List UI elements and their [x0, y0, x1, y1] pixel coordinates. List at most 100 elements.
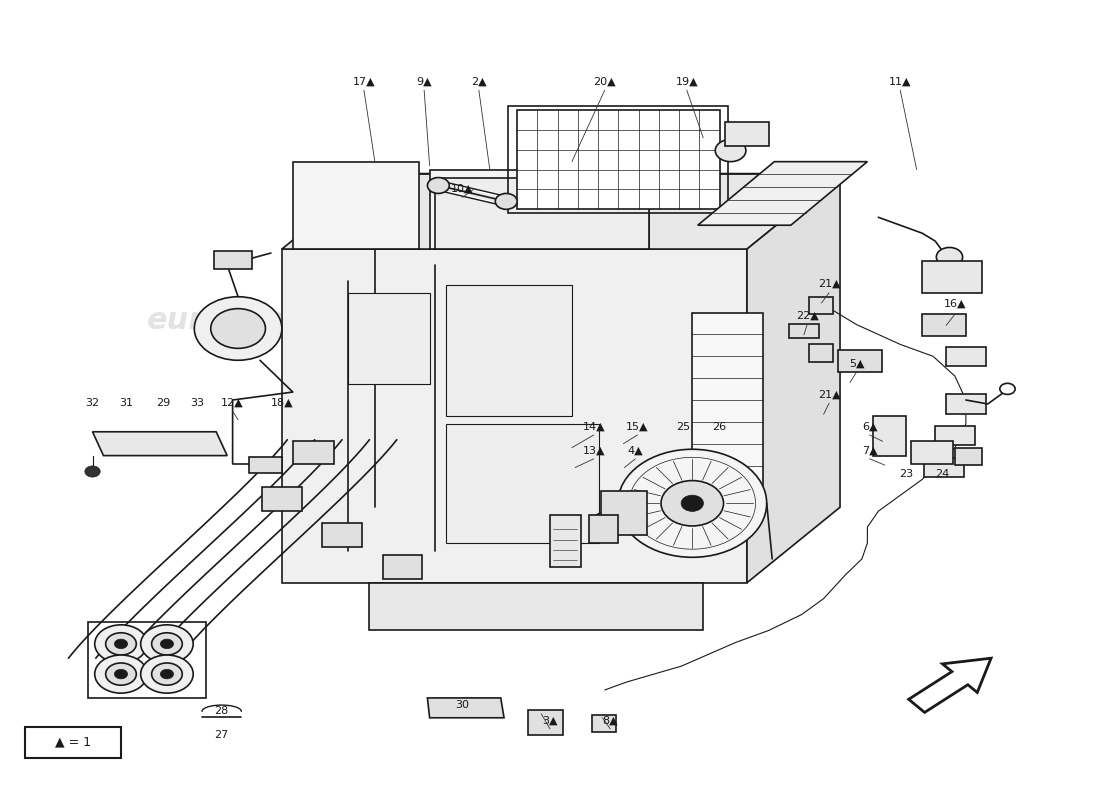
Bar [935, 426, 975, 446]
Bar [838, 350, 881, 372]
Text: 16▲: 16▲ [944, 298, 966, 309]
Text: 2▲: 2▲ [471, 76, 486, 86]
Text: 25: 25 [676, 422, 691, 432]
Circle shape [85, 466, 100, 477]
Bar [262, 487, 301, 511]
Text: 20▲: 20▲ [593, 76, 616, 86]
Bar [946, 394, 986, 414]
Text: 12▲: 12▲ [221, 398, 244, 408]
Bar [430, 170, 649, 249]
Text: 5▲: 5▲ [849, 358, 865, 368]
Text: 31: 31 [120, 398, 133, 408]
Circle shape [141, 625, 194, 663]
Bar [322, 523, 362, 547]
Text: 10▲: 10▲ [451, 183, 474, 194]
Circle shape [715, 139, 746, 162]
Polygon shape [428, 698, 504, 718]
Bar [249, 457, 282, 473]
Circle shape [1000, 383, 1015, 394]
Bar [88, 622, 207, 698]
Text: 3▲: 3▲ [542, 716, 558, 726]
Bar [810, 344, 834, 362]
Text: ▲ = 1: ▲ = 1 [55, 736, 91, 749]
Text: 4▲: 4▲ [628, 446, 643, 456]
Circle shape [618, 450, 767, 558]
Text: 13▲: 13▲ [583, 446, 605, 456]
Text: 15▲: 15▲ [626, 422, 649, 432]
Bar [293, 162, 419, 249]
Bar [946, 346, 986, 366]
Circle shape [195, 297, 282, 360]
Bar [592, 714, 616, 732]
Bar [436, 178, 649, 249]
Text: 14▲: 14▲ [583, 422, 605, 432]
Circle shape [152, 663, 183, 686]
Circle shape [428, 178, 449, 194]
Bar [810, 297, 834, 314]
Bar [692, 313, 763, 487]
Bar [590, 515, 618, 543]
Text: 11▲: 11▲ [889, 76, 912, 86]
Text: eurospares: eurospares [585, 306, 778, 335]
Circle shape [95, 625, 147, 663]
Bar [293, 442, 334, 463]
Circle shape [141, 655, 194, 693]
Circle shape [681, 495, 703, 511]
Bar [214, 251, 252, 269]
Bar [789, 324, 820, 338]
Text: 17▲: 17▲ [353, 76, 375, 86]
Polygon shape [747, 174, 840, 582]
Text: 27: 27 [214, 730, 229, 740]
Text: 33: 33 [190, 398, 205, 408]
Bar [383, 555, 422, 578]
Polygon shape [697, 162, 868, 226]
Text: 18▲: 18▲ [271, 398, 294, 408]
Text: 28: 28 [214, 706, 229, 716]
Text: 26: 26 [713, 422, 727, 432]
Text: 23: 23 [899, 470, 913, 479]
Text: 30: 30 [455, 700, 470, 710]
Text: 32: 32 [86, 398, 100, 408]
Text: 8▲: 8▲ [603, 716, 618, 726]
Bar [24, 727, 121, 758]
Bar [602, 491, 648, 535]
Bar [348, 293, 430, 384]
Bar [922, 261, 982, 293]
Circle shape [106, 663, 136, 686]
Circle shape [152, 633, 183, 655]
Polygon shape [282, 249, 747, 582]
Bar [873, 416, 905, 456]
FancyArrow shape [909, 658, 991, 713]
Text: 19▲: 19▲ [675, 76, 698, 86]
Circle shape [211, 309, 265, 348]
Circle shape [95, 655, 147, 693]
Circle shape [114, 639, 128, 649]
Bar [924, 458, 964, 477]
Bar [550, 515, 581, 567]
Text: 7▲: 7▲ [861, 446, 878, 456]
Bar [911, 442, 953, 463]
Text: 22▲: 22▲ [795, 310, 818, 321]
Text: 29: 29 [156, 398, 170, 408]
Text: 21▲: 21▲ [817, 390, 840, 400]
Circle shape [114, 670, 128, 679]
Circle shape [661, 481, 724, 526]
Text: eurospares: eurospares [147, 306, 340, 335]
Circle shape [495, 194, 517, 210]
Bar [922, 314, 966, 337]
Bar [446, 285, 572, 416]
Bar [508, 106, 728, 214]
Bar [725, 122, 769, 146]
Bar [517, 110, 719, 210]
Polygon shape [92, 432, 227, 456]
Text: 24: 24 [935, 470, 949, 479]
Bar [528, 710, 563, 735]
Circle shape [161, 639, 174, 649]
Bar [446, 424, 600, 543]
Text: 9▲: 9▲ [416, 76, 432, 86]
Bar [955, 448, 982, 465]
Circle shape [161, 670, 174, 679]
Text: 21▲: 21▲ [817, 278, 840, 289]
Bar [370, 582, 703, 630]
Circle shape [936, 247, 962, 266]
